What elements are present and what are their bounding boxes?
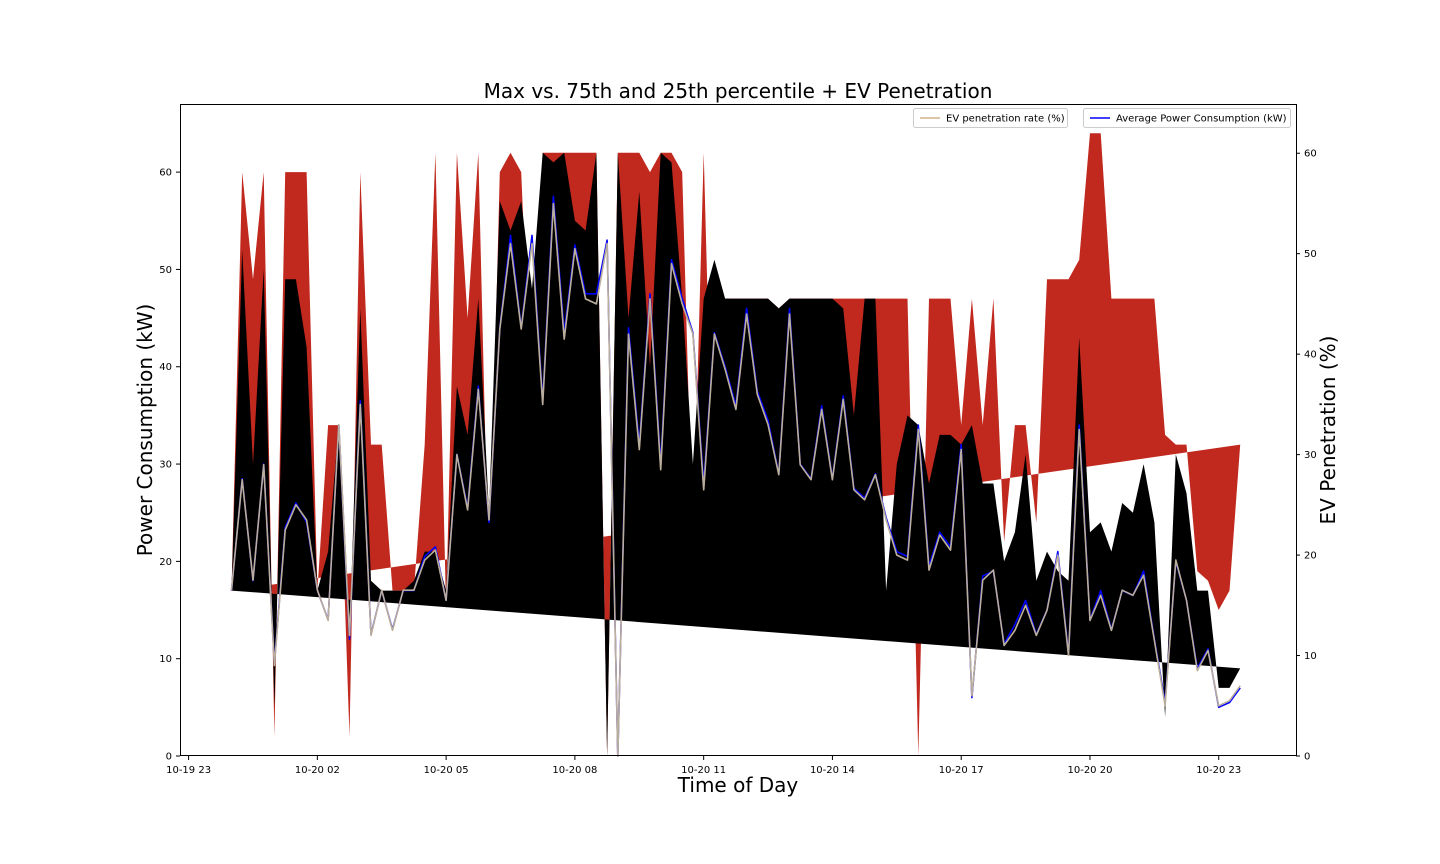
legend-average-label: Average Power Consumption (kW) — [1116, 114, 1287, 125]
y-tick-label: 60 — [159, 168, 172, 179]
y2-tick-label: 0 — [1304, 752, 1310, 763]
legend-ev-box — [913, 108, 1068, 128]
y2-tick-label: 60 — [1304, 149, 1317, 160]
interquartile-band — [231, 152, 1241, 756]
y-tick-label: 20 — [159, 557, 172, 568]
y2-axis-title: EV Penetration (%) — [1316, 336, 1340, 525]
x-tick-label: 10-20 17 — [939, 765, 984, 776]
x-tick-label: 10-19 23 — [166, 765, 211, 776]
x-tick-label: 10-20 14 — [810, 765, 855, 776]
y-axis-left: 0 10 20 30 40 50 60 — [159, 168, 180, 763]
x-tick-label: 10-20 23 — [1196, 765, 1241, 776]
x-tick-label: 10-20 08 — [552, 765, 597, 776]
y2-tick-label: 10 — [1304, 651, 1317, 662]
legend-ev: EV penetration rate (%) — [913, 108, 1068, 128]
ev-penetration-line-highlight — [230, 202, 1241, 757]
y-tick-label: 10 — [159, 654, 172, 665]
plot-area — [230, 133, 1241, 757]
chart-title: Max vs. 75th and 25th percentile + EV Pe… — [484, 79, 993, 103]
x-tick-label: 10-20 02 — [295, 765, 340, 776]
x-tick-label: 10-20 05 — [424, 765, 469, 776]
plot-frame — [180, 104, 1297, 756]
legend-average: Average Power Consumption (kW) — [1083, 108, 1291, 128]
x-axis-title: Time of Day — [677, 773, 799, 797]
y-tick-label: 40 — [159, 362, 172, 373]
y-tick-label: 50 — [159, 265, 172, 276]
y2-tick-label: 40 — [1304, 350, 1317, 361]
x-tick-label: 10-20 20 — [1067, 765, 1112, 776]
y2-tick-label: 30 — [1304, 450, 1317, 461]
y-axis-right: 0 10 20 30 40 50 60 — [1296, 149, 1317, 763]
y-tick-label: 30 — [159, 460, 172, 471]
y-axis-title: Power Consumption (kW) — [133, 304, 157, 557]
x-axis: 10-19 23 10-20 02 10-20 05 10-20 08 10-20 11… — [166, 756, 1241, 776]
y2-tick-label: 50 — [1304, 249, 1317, 260]
legend-ev-label: EV penetration rate (%) — [946, 114, 1065, 125]
y2-tick-label: 20 — [1304, 551, 1317, 562]
legend-average-box — [1083, 108, 1291, 128]
x-tick-label: 10-20 11 — [681, 765, 726, 776]
y-tick-label: 0 — [166, 752, 172, 763]
